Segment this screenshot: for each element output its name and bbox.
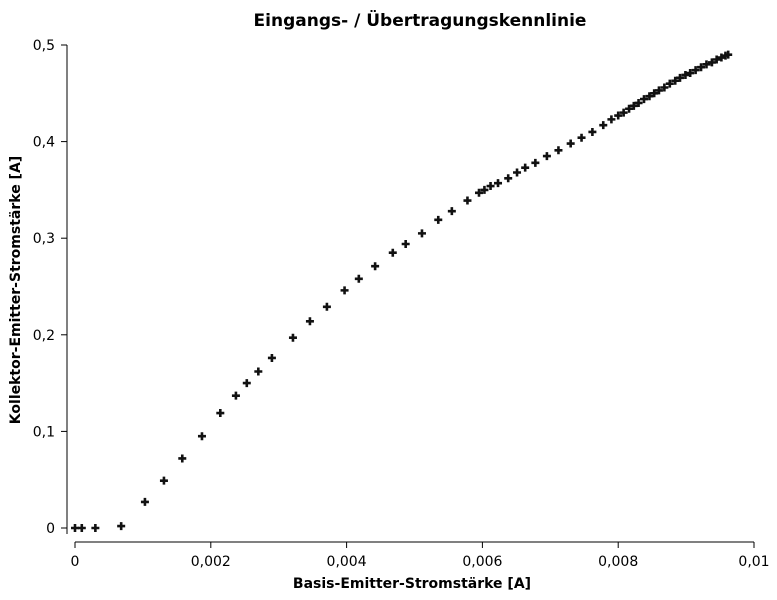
data-point (494, 179, 503, 188)
data-point (71, 524, 79, 532)
data-point (691, 66, 700, 75)
data-point (513, 168, 522, 177)
data-point (660, 83, 669, 92)
data-point (354, 274, 363, 283)
data-point (504, 174, 513, 183)
data-point (702, 60, 711, 69)
data-point (216, 409, 225, 418)
data-point (654, 86, 663, 95)
x-tick-label: 0,006 (462, 554, 502, 570)
data-point (463, 196, 472, 205)
data-point (619, 108, 628, 117)
data-point (577, 133, 586, 142)
data-point (712, 55, 721, 64)
y-tick-label: 0,4 (33, 135, 55, 151)
data-point (724, 50, 733, 59)
data-point (521, 163, 530, 172)
x-tick-label: 0 (71, 554, 80, 570)
data-point (566, 139, 575, 148)
data-point (645, 92, 654, 101)
data-point (178, 454, 187, 463)
data-point (305, 317, 314, 326)
data-point (197, 432, 206, 441)
data-point (340, 286, 349, 295)
y-tick-label: 0,3 (33, 231, 55, 247)
x-tick-label: 0,008 (598, 554, 638, 570)
x-tick-label: 0,002 (191, 554, 231, 570)
data-point (625, 104, 634, 113)
y-tick-label: 0,5 (33, 38, 55, 54)
y-axis-ticks: 0 0,1 0,2 0,3 0,4 0,5 (33, 38, 67, 537)
data-point (77, 524, 86, 532)
y-tick-label: 0,2 (33, 328, 55, 344)
chart-title: Eingangs- / Übertragungskennlinie (254, 9, 587, 31)
data-point (231, 391, 240, 400)
data-point (371, 262, 380, 271)
data-point (117, 522, 126, 531)
data-point (599, 121, 608, 130)
data-points (71, 50, 733, 532)
data-point (242, 379, 251, 388)
data-point (254, 367, 263, 376)
data-point (531, 158, 540, 167)
data-point (665, 79, 674, 88)
x-tick-label: 0,004 (327, 554, 367, 570)
data-point (681, 70, 690, 79)
data-point (629, 101, 638, 110)
x-axis-ticks: 0 0,002 0,004 0,006 0,008 0,01 (71, 542, 770, 570)
data-point (640, 95, 649, 104)
data-point (159, 476, 168, 485)
data-point (717, 53, 726, 62)
data-point (417, 229, 426, 238)
data-point (475, 188, 484, 197)
data-point (434, 215, 443, 224)
data-point (91, 524, 100, 532)
x-axis-label: Basis-Emitter-Stromstärke [A] (293, 576, 531, 592)
y-tick-label: 0 (46, 521, 55, 537)
data-point (447, 207, 456, 216)
y-axis-label: Kollektor-Emitter-Stromstärke [A] (8, 156, 24, 424)
data-point (388, 248, 397, 257)
data-point (707, 58, 716, 67)
data-point (554, 146, 563, 155)
data-point (322, 302, 331, 311)
data-point (614, 111, 623, 120)
data-point (140, 497, 149, 506)
data-point (486, 182, 495, 191)
data-point (650, 89, 659, 98)
data-point (686, 69, 695, 78)
data-point (697, 63, 706, 72)
data-point (480, 185, 489, 194)
data-point (671, 76, 680, 85)
data-point (288, 333, 297, 342)
data-point (675, 73, 684, 82)
data-point (267, 353, 276, 362)
data-point (588, 127, 597, 136)
data-point (607, 115, 616, 124)
data-point (634, 98, 643, 107)
data-point (542, 152, 551, 161)
data-point (401, 239, 410, 248)
y-tick-label: 0,1 (33, 424, 55, 440)
x-tick-label: 0,01 (738, 554, 769, 570)
